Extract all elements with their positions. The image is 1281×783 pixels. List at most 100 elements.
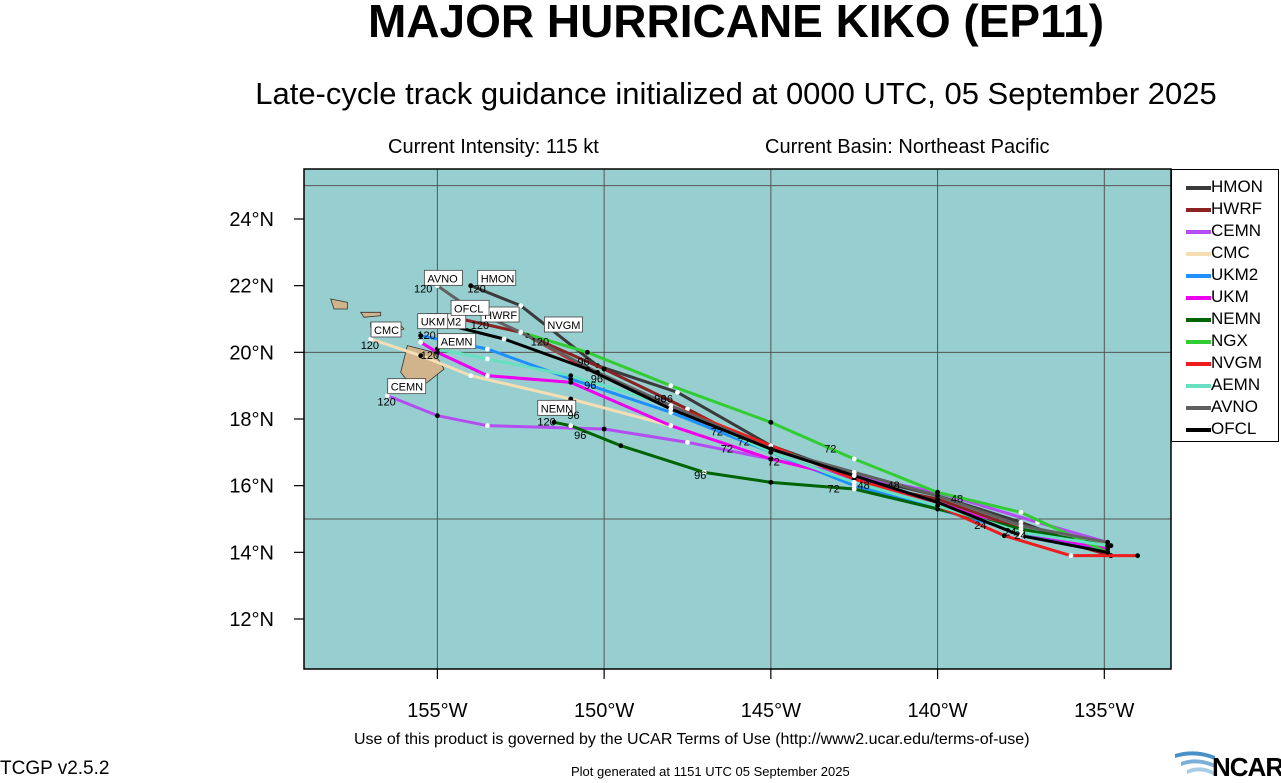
- track-point-ukm: [434, 349, 440, 355]
- model-tag-cemn: CEMN: [391, 382, 423, 394]
- legend-item-cemn: CEMN: [1186, 220, 1280, 242]
- legend-label: HWRF: [1211, 199, 1262, 218]
- track-point-aemn: [1018, 529, 1024, 535]
- model-tag-cmc: CMC: [374, 325, 399, 337]
- track-point-ngx: [851, 456, 857, 462]
- track-point-hmon: [518, 303, 524, 309]
- track-point-nvgm: [1135, 553, 1141, 559]
- legend-item-aemn: AEMN: [1186, 374, 1280, 396]
- lat-tick-label: 16°N: [229, 476, 274, 498]
- track-point-nemn: [618, 443, 624, 449]
- legend-label: AEMN: [1211, 375, 1261, 394]
- end-hour-label: 120: [531, 337, 549, 349]
- track-point-nvgm: [851, 476, 857, 482]
- track-point-hmon: [1018, 519, 1024, 525]
- legend-label: CEMN: [1211, 221, 1262, 240]
- track-point-aemn: [935, 503, 940, 509]
- track-point-aemn: [485, 356, 490, 362]
- legend-swatch: [1186, 318, 1211, 322]
- model-tag-box-ukm: [417, 313, 449, 330]
- legend-swatch: [1186, 406, 1211, 410]
- forecast-hour-label: 72: [824, 443, 836, 455]
- legend-label: NGX: [1211, 331, 1248, 350]
- track-point-ngx: [935, 489, 940, 495]
- track-point-cmc: [418, 353, 424, 359]
- lat-tick-label: 22°N: [229, 276, 274, 298]
- track-point-aemn: [1105, 543, 1111, 549]
- track-point-ofcl: [851, 473, 857, 479]
- track-point-ofcl: [1105, 549, 1111, 555]
- legend-swatch: [1186, 208, 1211, 212]
- lon-tick-label: 140°W: [907, 700, 967, 722]
- legend-item-hmon: HMON: [1186, 176, 1280, 198]
- version-label: TCGP v2.5.2: [0, 758, 110, 779]
- forecast-hour-label: 96: [654, 393, 666, 405]
- legend-item-ukm2: UKM2: [1186, 264, 1280, 286]
- forecast-hour-label: 24: [1014, 530, 1026, 542]
- end-hour-label: 120: [377, 397, 395, 409]
- model-tag-hwrf: HWRF: [484, 310, 517, 322]
- ocean-background: [304, 169, 1171, 669]
- forecast-hour-label: 96: [577, 357, 589, 369]
- legend-swatch: [1186, 296, 1211, 300]
- model-tag-box-nvgm: [544, 316, 583, 333]
- forecast-hour-label: 48: [888, 480, 900, 492]
- legend-swatch: [1186, 384, 1211, 388]
- legend-item-cmc: CMC: [1186, 242, 1280, 264]
- legend-item-ukm: UKM: [1186, 286, 1280, 308]
- chart-title: MAJOR HURRICANE KIKO (EP11): [367, 0, 1105, 47]
- model-tag-avno: AVNO: [427, 273, 458, 285]
- forecast-hour-label: 96: [661, 393, 673, 405]
- end-hour-label: 120: [421, 350, 439, 362]
- track-point-avno: [1018, 523, 1024, 529]
- legend-label: NVGM: [1211, 353, 1262, 372]
- forecast-hour-label: 24: [1004, 527, 1016, 539]
- lon-tick-label: 145°W: [741, 700, 801, 722]
- forecast-hour-label: 96: [591, 373, 603, 385]
- track-point-cemn: [434, 413, 440, 419]
- model-tag-box-avno: [423, 269, 463, 286]
- lon-tick-label: 150°W: [574, 700, 634, 722]
- lat-tick-label: 12°N: [229, 609, 274, 631]
- generated-timestamp: Plot generated at 1151 UTC 05 September …: [571, 764, 850, 779]
- track-point-cemn: [384, 393, 390, 399]
- legend-swatch: [1186, 340, 1211, 344]
- legend-swatch: [1186, 362, 1211, 366]
- forecast-hour-label: 24: [974, 520, 986, 532]
- lat-tick-label: 14°N: [229, 542, 274, 564]
- end-hour-label: 120: [471, 320, 489, 332]
- legend-swatch: [1186, 428, 1211, 432]
- model-tag-box-hmon: [477, 269, 517, 286]
- track-point-ukm: [418, 339, 424, 345]
- track-point-ngx: [768, 419, 774, 425]
- lon-tick-label: 155°W: [407, 700, 467, 722]
- track-point-cemn: [685, 439, 690, 445]
- track-point-ukm2: [668, 409, 674, 415]
- forecast-hour-label: 96: [694, 470, 706, 482]
- track-point-hwrf: [685, 406, 690, 412]
- legend-label: UKM: [1211, 287, 1249, 306]
- current-basin: Current Basin: Northeast Pacific: [765, 136, 1050, 158]
- lon-tick-label: 135°W: [1074, 700, 1134, 722]
- legend-item-nemn: NEMN: [1186, 308, 1280, 330]
- legend-label: OFCL: [1211, 419, 1257, 438]
- track-point-cmc: [468, 373, 474, 379]
- end-hour-label: 120: [414, 283, 432, 295]
- track-ngx: [520, 330, 1109, 554]
- end-hour-label: 120: [361, 340, 379, 352]
- track-point-ofcl: [768, 446, 774, 452]
- track-point-ofcl: [585, 366, 590, 372]
- ncar-logo-swoosh-icon: [1175, 751, 1215, 776]
- forecast-hour-label: 96: [584, 380, 596, 392]
- track-point-hmon: [468, 283, 474, 289]
- track-point-cmc: [1108, 543, 1114, 549]
- track-point-ukm: [668, 423, 674, 429]
- track-point-ngx: [668, 383, 674, 389]
- island-kauai: [277, 279, 294, 289]
- track-point-avno: [935, 493, 940, 499]
- track-point-hwrf: [601, 366, 607, 372]
- forecast-hour-label: 72: [828, 483, 840, 495]
- track-point-ofcl: [1018, 533, 1024, 539]
- track-point-nvgm: [1001, 533, 1007, 539]
- track-point-aemn: [768, 449, 774, 455]
